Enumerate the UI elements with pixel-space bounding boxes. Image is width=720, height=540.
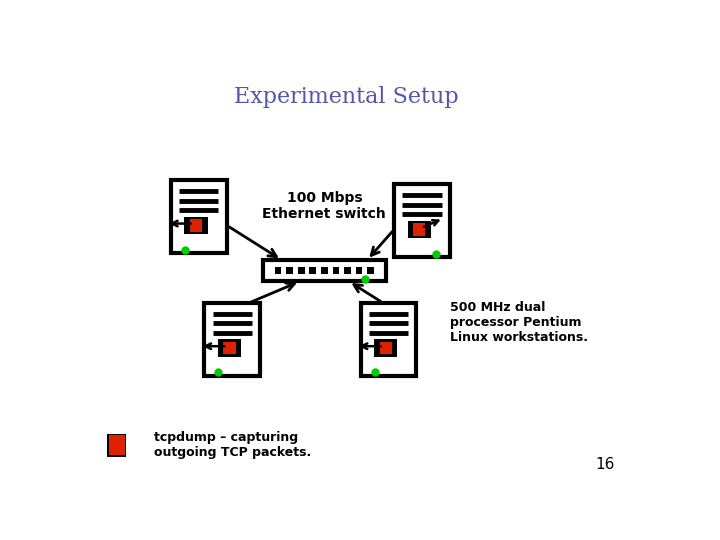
Bar (184, 217, 208, 234)
Bar (171, 180, 227, 253)
Bar (408, 221, 431, 238)
Bar (333, 267, 339, 274)
Text: 16: 16 (595, 457, 615, 472)
Bar (109, 435, 125, 455)
Bar (321, 267, 328, 274)
Bar (263, 260, 386, 281)
Bar (394, 184, 450, 257)
Bar (344, 267, 351, 274)
Text: 100 Mbps
Ethernet switch: 100 Mbps Ethernet switch (263, 191, 386, 221)
Bar (356, 267, 362, 274)
Bar (204, 303, 260, 376)
Bar (190, 219, 202, 232)
Bar (374, 339, 397, 357)
Bar (367, 267, 374, 274)
Bar (287, 267, 293, 274)
Bar (310, 267, 316, 274)
Bar (413, 223, 426, 236)
Bar (361, 303, 416, 376)
Text: 500 MHz dual
processor Pentium
Linux workstations.: 500 MHz dual processor Pentium Linux wor… (450, 301, 588, 344)
Bar (274, 267, 282, 274)
Bar (379, 342, 392, 354)
Bar (217, 339, 241, 357)
Text: tcpdump – capturing
outgoing TCP packets.: tcpdump – capturing outgoing TCP packets… (154, 431, 312, 459)
Bar (107, 434, 126, 457)
Text: Experimental Setup: Experimental Setup (235, 85, 459, 107)
Bar (223, 342, 235, 354)
Bar (298, 267, 305, 274)
